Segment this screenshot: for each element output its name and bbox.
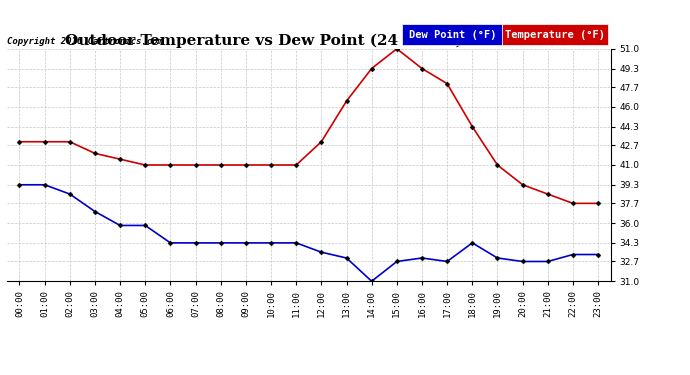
FancyBboxPatch shape	[502, 24, 608, 45]
Text: Dew Point (°F): Dew Point (°F)	[408, 30, 496, 40]
Title: Outdoor Temperature vs Dew Point (24 Hours) 20160328: Outdoor Temperature vs Dew Point (24 Hou…	[65, 33, 553, 48]
FancyBboxPatch shape	[402, 24, 502, 45]
Text: Temperature (°F): Temperature (°F)	[505, 30, 605, 40]
Text: Copyright 2016 Cartronics.com: Copyright 2016 Cartronics.com	[7, 38, 163, 46]
